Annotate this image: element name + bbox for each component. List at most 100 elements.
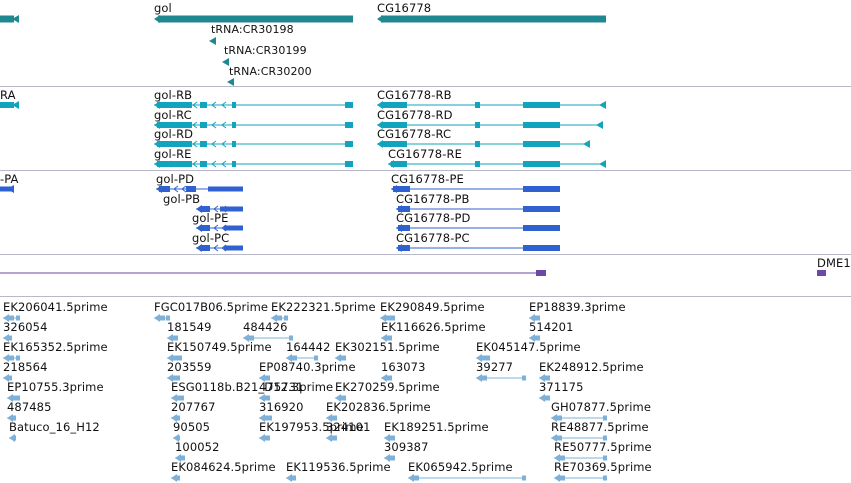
- est-item-label: 100052: [175, 440, 220, 454]
- est-item-glyph: [539, 394, 550, 402]
- est-item-label: 90505: [173, 420, 211, 434]
- protein-gol-pe-label: gol-PE: [192, 211, 229, 225]
- est-item-glyph: [154, 314, 170, 322]
- est-item-label: EK084624.5prime: [171, 460, 276, 474]
- transcript-cg16778-rc-glyph: [377, 140, 590, 148]
- annotation-dme1-glyph: [817, 270, 826, 276]
- annotation-dme1-label: DME1: [817, 256, 851, 270]
- est-item-label: 203559: [167, 360, 212, 374]
- est-item-label: EK202836.5prime: [326, 400, 431, 414]
- est-item-label: EK302151.5prime: [335, 340, 440, 354]
- gene-trna-cr30198-label: tRNA:CR30198: [211, 23, 294, 36]
- est-item-glyph: [554, 474, 607, 482]
- transcript-gol-re-glyph: [154, 160, 353, 168]
- transcript-cg16778-rb-glyph: [377, 101, 606, 109]
- est-item-label: 218564: [3, 360, 48, 374]
- est-item-glyph: [476, 354, 490, 362]
- long-annotation-line-glyph: [0, 270, 546, 276]
- transcript-gol-rc-label: gol-RC: [154, 108, 192, 122]
- transcript-gol-rd-label: gol-RD: [154, 127, 194, 141]
- est-item-glyph: [175, 454, 185, 462]
- est-item-label: 309387: [384, 440, 429, 454]
- protein-cg16778-pd-label: CG16778-PD: [396, 211, 471, 225]
- est-item-glyph: [476, 374, 526, 382]
- est-item-glyph: [381, 334, 392, 342]
- protein-cg16778-pe-glyph: [391, 185, 560, 193]
- transcript-cg16778-rd-glyph: [377, 121, 603, 129]
- gene-gol-glyph: [154, 15, 353, 23]
- transcript-gol-rc-glyph: [154, 121, 353, 129]
- est-item-glyph: [171, 414, 180, 422]
- est-item-glyph: [243, 334, 293, 342]
- est-item-glyph: [554, 454, 607, 462]
- est-track: EK206041.5prime 326054 EK165352.5prime 2185…: [0, 297, 851, 483]
- gene-trna-cr30198-glyph: [209, 37, 216, 45]
- est-item-label: 316920: [259, 400, 304, 414]
- est-item-glyph: [539, 374, 550, 382]
- gene-trna-cr30199-glyph: [222, 58, 229, 66]
- est-item-label: EK189251.5prime: [384, 420, 489, 434]
- est-item-glyph: [551, 434, 607, 442]
- gene-trna-cr30200-glyph: [227, 78, 234, 86]
- est-item-label: 324101: [326, 420, 371, 434]
- transcript-track: RA gol-RB gol-RC gol-RD gol-RE CG16778-RB CG16…: [0, 87, 851, 170]
- est-item-glyph: [167, 374, 180, 382]
- transcript-clipped-left-glyph: [0, 101, 19, 109]
- est-item-glyph: [167, 334, 178, 342]
- est-item-label: RE50777.5prime: [554, 440, 652, 454]
- est-item-label: RE48877.5prime: [551, 420, 649, 434]
- transcript-gol-rb-label: gol-RB: [154, 88, 193, 102]
- protein-cg16778-pd-glyph: [396, 224, 560, 232]
- protein-cg16778-pc-glyph: [396, 244, 560, 252]
- est-item-glyph: [259, 414, 272, 422]
- est-item-glyph: [3, 334, 12, 342]
- est-item-glyph: [380, 314, 395, 322]
- est-item-glyph: [326, 414, 337, 422]
- protein-cg16778-pb-label: CG16778-PB: [396, 192, 470, 206]
- est-item-label: Batuco_16_H12: [9, 420, 100, 434]
- est-item-label: 164442: [286, 340, 331, 354]
- gene-track: gol CG16778 tRNA:CR30198 tRNA:CR30199 tRNA:C…: [0, 0, 851, 86]
- est-item-glyph: [259, 394, 270, 402]
- est-item-label: EK165352.5prime: [3, 340, 108, 354]
- transcript-cg16778-rc-label: CG16778-RC: [377, 127, 452, 141]
- est-item-label: 163073: [381, 360, 426, 374]
- protein-gol-pd-glyph: [156, 185, 243, 193]
- est-item-glyph: [259, 374, 270, 382]
- est-item-glyph: [171, 474, 180, 482]
- est-item-label: EK270259.5prime: [335, 380, 440, 394]
- est-item-label: EK116626.5prime: [381, 320, 486, 334]
- est-item-label: EP08740.3prime: [259, 360, 356, 374]
- protein-cg16778-pb-glyph: [396, 205, 560, 213]
- transcript-clipped-left-label: RA: [0, 88, 16, 102]
- est-item-glyph: [9, 434, 16, 442]
- protein-gol-pe-glyph: [196, 224, 243, 232]
- gene-trna-cr30199-label: tRNA:CR30199: [224, 44, 307, 57]
- est-item-label: EK065942.5prime: [408, 460, 513, 474]
- transcript-cg16778-re-label: CG16778-RE: [388, 147, 462, 161]
- clipped-gene-left-glyph: [0, 15, 19, 23]
- transcript-cg16778-re-glyph: [388, 160, 606, 168]
- est-item-label: 484426: [243, 320, 288, 334]
- est-item-glyph: [384, 434, 395, 442]
- est-item-glyph: [3, 314, 20, 322]
- est-item-glyph: [3, 374, 12, 382]
- gene-cg16778-label: CG16778: [377, 1, 432, 15]
- est-item-glyph: [167, 354, 182, 362]
- est-item-glyph: [7, 414, 16, 422]
- transcript-gol-rb-glyph: [154, 101, 353, 109]
- est-item-glyph: [171, 394, 184, 402]
- protein-clipped-left-label: -PA: [0, 172, 19, 186]
- est-item-label: EK119536.5prime: [286, 460, 391, 474]
- est-item-glyph: [326, 434, 337, 442]
- protein-cg16778-pe-label: CG16778-PE: [391, 172, 464, 186]
- est-item-label: 371175: [539, 380, 584, 394]
- est-item-label: 487485: [7, 400, 52, 414]
- est-item-label: EP10755.3prime: [7, 380, 104, 394]
- protein-gol-pb-glyph: [196, 205, 243, 213]
- protein-gol-pb-label: gol-PB: [163, 192, 201, 206]
- est-item-label: EK197953.5prime: [259, 420, 364, 434]
- est-item-glyph: [529, 334, 540, 342]
- protein-gol-pc-glyph: [196, 244, 243, 252]
